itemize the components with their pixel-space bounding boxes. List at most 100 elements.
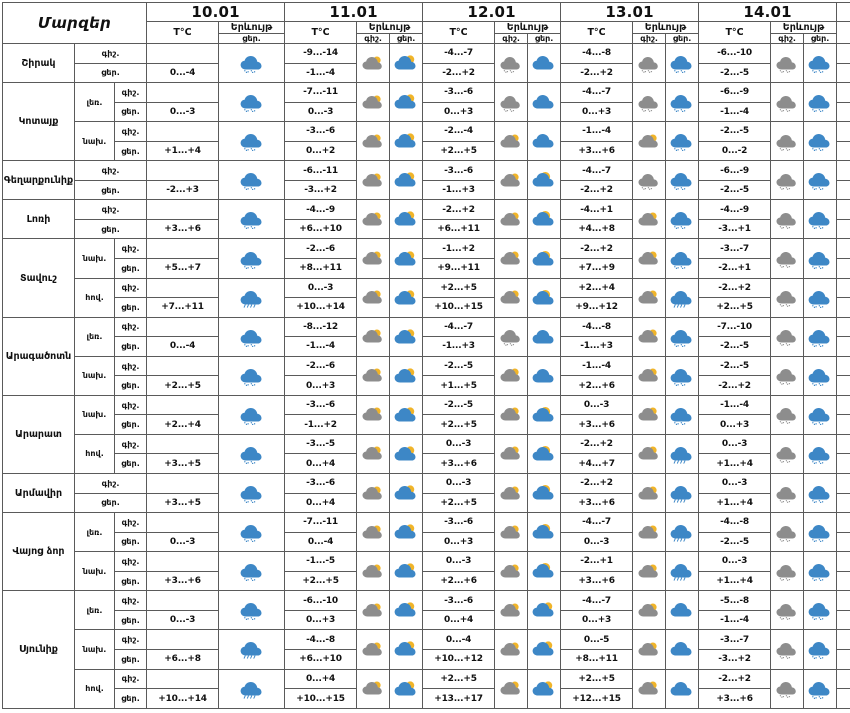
temp-night-5: -3...-6 [837, 278, 850, 298]
gray-cloud-snow-icon [771, 513, 804, 552]
temp-night-4: -4...-8 [699, 513, 771, 533]
gray-cloud-sun-icon [495, 356, 528, 395]
temp-night-3: -4...-8 [561, 317, 633, 337]
gray-cloud-snow-icon [771, 317, 804, 356]
weather-header-0: Երևույթ [219, 22, 285, 34]
temp-day-1: +10...+15 [285, 689, 357, 709]
temp-day-2: +2...+6 [423, 571, 495, 591]
blue-cloud-snow-icon [219, 317, 285, 356]
sun-behind-cloud-icon [528, 239, 561, 278]
blue-cloud-rain-icon [666, 474, 699, 513]
temp-night-0 [147, 513, 219, 533]
blue-cloud-sun-icon [390, 513, 423, 552]
gray-cloud-sun-icon [633, 434, 666, 473]
gray-cloud-sun-icon [495, 395, 528, 434]
period-label-night: գիշ. [75, 161, 147, 181]
temp-day-1: -1...-4 [285, 337, 357, 357]
temp-day-0: 0...-3 [147, 102, 219, 122]
temp-day-3: +3...+6 [561, 141, 633, 161]
blue-cloud-snow-icon [666, 161, 699, 200]
temp-night-5: -6...-9 [837, 474, 850, 494]
temp-day-1: +8...+11 [285, 259, 357, 279]
temp-day-2: +1...+5 [423, 376, 495, 396]
temp-night-1: -3...-6 [285, 474, 357, 494]
temp-day-5: -2...-6 [837, 102, 850, 122]
temp-night-1: -3...-6 [285, 395, 357, 415]
gray-cloud-snow-icon [771, 122, 804, 161]
gray-cloud-sun-icon [357, 630, 390, 669]
gray-cloud-snow-icon [771, 278, 804, 317]
temp-day-2: +3...+6 [423, 454, 495, 474]
blue-cloud-rain-icon [219, 630, 285, 669]
temp-night-4: -6...-10 [699, 44, 771, 64]
period-label-night: գիշ. [115, 434, 147, 454]
blue-cloud-snow-icon [219, 200, 285, 239]
gray-cloud-sun-icon [357, 552, 390, 591]
table-row: ցեր.+6...+8+6...+10+10...+12+8...+11-3..… [3, 649, 850, 669]
temp-night-0 [147, 317, 219, 337]
period-label-night: գիշ. [115, 278, 147, 298]
temp-day-3: 0...-3 [561, 532, 633, 552]
table-row: ցեր.0...-30...-40...+30...-3-2...-5-3...… [3, 532, 850, 552]
blue-cloud-sun-icon [390, 83, 423, 122]
temp-night-2: -2...+2 [423, 200, 495, 220]
gray-cloud-sun-icon [633, 317, 666, 356]
gray-cloud-sun-icon [495, 200, 528, 239]
gray-cloud-sun-icon [357, 591, 390, 630]
temp-night-0 [147, 44, 219, 64]
temp-night-1: -4...-9 [285, 200, 357, 220]
table-header: Մարզեր 10.01 11.01 12.01 13.01 14.01 15.… [3, 3, 850, 44]
temp-day-0: +5...+7 [147, 259, 219, 279]
temp-day-3: 0...+3 [561, 102, 633, 122]
table-row: ցեր.+5...+7+8...+11+9...+11+7...+9-2...+… [3, 259, 850, 279]
blue-cloud-icon [528, 356, 561, 395]
temp-night-4: -2...+2 [699, 669, 771, 689]
period-header-night-1: գիշ. [357, 34, 390, 44]
period-label-day: ցեր. [75, 63, 147, 83]
blue-cloud-sun-icon [528, 630, 561, 669]
temp-night-1: -2...-6 [285, 239, 357, 259]
gray-cloud-snow-icon [771, 669, 804, 709]
period-header-night-2: գիշ. [495, 34, 528, 44]
gray-cloud-sun-icon [633, 513, 666, 552]
table-row: ցեր.+3...+50...+4+3...+6+4...+7+1...+40.… [3, 454, 850, 474]
temp-night-4: -2...-5 [699, 122, 771, 142]
gray-cloud-sun-icon [495, 630, 528, 669]
gray-cloud-sun-icon [357, 239, 390, 278]
blue-cloud-icon [528, 122, 561, 161]
temp-day-0: +3...+5 [147, 493, 219, 513]
blue-cloud-snow-icon [219, 552, 285, 591]
temp-day-2: 0...+3 [423, 532, 495, 552]
temp-day-2: +2...+5 [423, 493, 495, 513]
date-header-5: 15.01 [837, 3, 850, 22]
temp-day-4: -1...-4 [699, 102, 771, 122]
period-label-night: գիշ. [115, 83, 147, 103]
gray-cloud-snow-icon [633, 161, 666, 200]
temp-night-2: -3...-6 [423, 513, 495, 533]
sun-behind-cloud-icon [528, 434, 561, 473]
period-label-night: գիշ. [115, 513, 147, 533]
table-row: նախ.գիշ.-1...-50...-3-2...+10...-3-1...-… [3, 552, 850, 572]
blue-cloud-snow-icon [804, 278, 837, 317]
temp-day-4: -2...+2 [699, 376, 771, 396]
temp-night-1: -4...-8 [285, 630, 357, 650]
gray-cloud-sun-icon [495, 434, 528, 473]
temp-night-5: -10...-14 [837, 161, 850, 181]
gray-cloud-snow-icon [633, 83, 666, 122]
temp-day-2: +2...+5 [423, 415, 495, 435]
blue-cloud-sun-icon [390, 395, 423, 434]
temp-night-5: -2...-5 [837, 669, 850, 689]
sun-behind-cloud-icon [528, 395, 561, 434]
gray-cloud-sun-icon [357, 161, 390, 200]
table-row: հով.գիշ.-3...-50...-3-2...+20...-3-5...-… [3, 434, 850, 454]
period-label-day: ցեր. [115, 571, 147, 591]
temp-day-5: 0...+3 [837, 454, 850, 474]
period-label-night: գիշ. [75, 44, 147, 64]
period-label-night: գիշ. [75, 474, 147, 494]
zone-label-cell: հով. [75, 434, 115, 473]
gray-cloud-sun-icon [495, 513, 528, 552]
temp-day-3: +4...+8 [561, 219, 633, 239]
